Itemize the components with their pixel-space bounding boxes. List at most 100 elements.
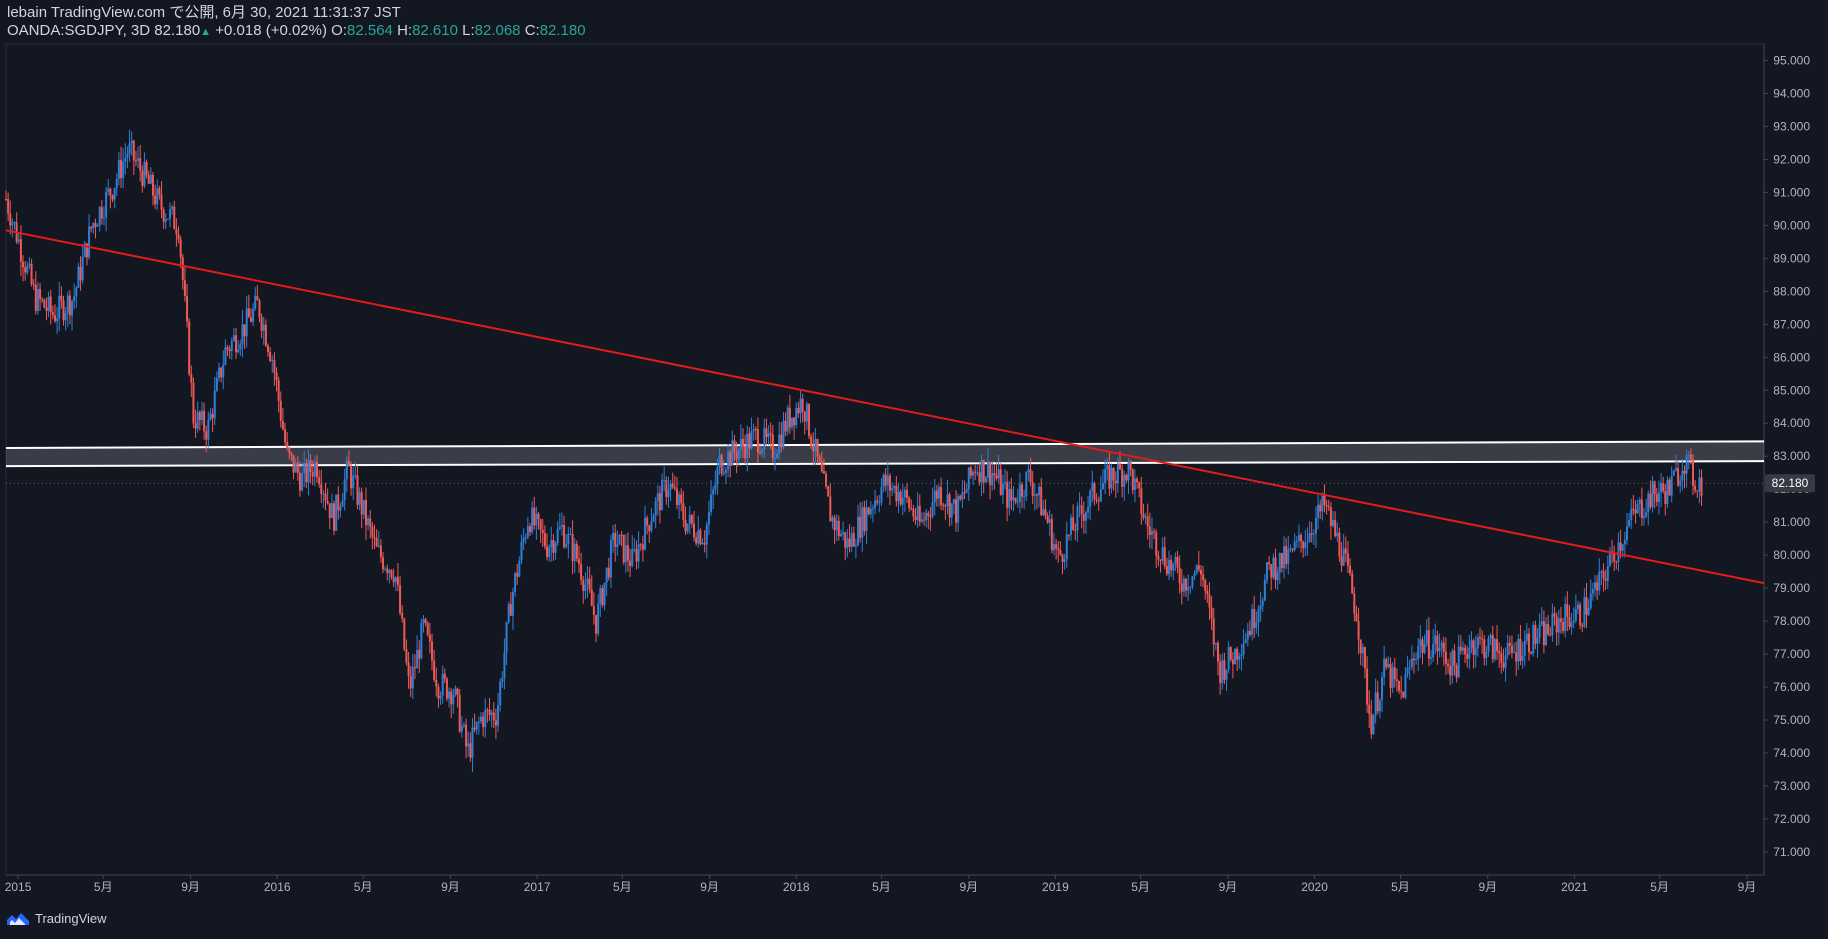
candle-up	[1272, 557, 1275, 578]
candle-down	[494, 720, 497, 726]
tradingview-brand[interactable]: TradingView	[6, 911, 107, 926]
candle-up	[64, 312, 67, 321]
candle-down	[1097, 500, 1100, 502]
candle-up	[1408, 667, 1411, 669]
candle-down	[1159, 559, 1162, 561]
candle-down	[1248, 630, 1251, 635]
candle-down	[175, 229, 178, 235]
candle-down	[1427, 630, 1430, 659]
candle-up	[1434, 635, 1437, 644]
candle-up	[36, 289, 39, 312]
candle-down	[158, 188, 161, 195]
candle-up	[1574, 608, 1577, 621]
candle-down	[1649, 493, 1652, 508]
candle-up	[130, 140, 133, 144]
candle-down	[235, 335, 238, 353]
high-label: H:	[397, 22, 413, 39]
candle-down	[492, 712, 495, 721]
candle-up	[1493, 639, 1496, 660]
candle-down	[1515, 652, 1518, 662]
candle-down	[756, 429, 759, 453]
candle-down	[1549, 634, 1552, 636]
resistance-zone-layer[interactable]	[5, 440, 1765, 468]
candle-up	[933, 490, 936, 503]
candle-up	[1289, 548, 1292, 550]
candle-up	[1244, 639, 1247, 644]
candle-up	[865, 507, 868, 531]
candle-down	[1502, 662, 1505, 668]
candle-up	[200, 410, 203, 421]
candle-down	[759, 452, 762, 454]
candle-up	[1374, 692, 1377, 716]
candle-up	[663, 479, 666, 481]
candle-up	[1679, 480, 1682, 486]
candle-down	[24, 267, 27, 273]
candle-down	[1319, 504, 1322, 512]
candle-down	[379, 545, 382, 558]
candle-down	[369, 518, 372, 527]
candle-up	[1645, 512, 1648, 517]
candle-down	[528, 526, 531, 532]
candle-up	[262, 324, 265, 331]
candle-down	[1498, 651, 1501, 654]
candle-up	[871, 508, 874, 510]
candle-down	[999, 469, 1002, 495]
candle-down	[211, 413, 214, 419]
candle-down	[729, 451, 732, 466]
candle-down	[1208, 594, 1211, 608]
time-tick-label: 9月	[181, 880, 200, 894]
trendline-layer[interactable]	[5, 229, 1765, 585]
candle-up	[1087, 506, 1090, 513]
symbol-interval[interactable]: OANDA:SGDJPY, 3D	[7, 22, 151, 39]
candle-up	[218, 367, 221, 378]
candle-down	[940, 487, 943, 505]
candle-down	[1044, 509, 1047, 516]
candle-down	[1344, 548, 1347, 554]
candle-down	[350, 466, 353, 489]
candle-down	[273, 359, 276, 373]
candle-down	[588, 578, 591, 590]
candle-up	[1001, 483, 1004, 495]
candle-down	[1447, 663, 1450, 666]
candle-up	[1517, 638, 1520, 662]
candle-up	[1293, 541, 1296, 550]
candle-up	[786, 407, 789, 432]
candle-down	[822, 471, 825, 474]
candle-up	[1076, 506, 1079, 531]
candle-down	[249, 317, 252, 322]
candle-up	[1636, 503, 1639, 514]
candle-down	[571, 533, 574, 562]
candle-down	[284, 429, 287, 443]
candle-up	[991, 473, 994, 486]
candle-up	[252, 308, 255, 322]
candle-up	[535, 513, 538, 526]
candle-up	[773, 458, 776, 460]
price-tick-label: 83.000	[1773, 449, 1810, 463]
price-axis[interactable]: 95.000 94.000 93.000 92.000 91.000 90.000 89.0…	[1764, 53, 1810, 859]
candle-up	[343, 479, 346, 501]
candle-up	[1038, 486, 1041, 496]
candle-up	[718, 454, 721, 468]
candle-up	[1591, 589, 1594, 594]
candle-up	[467, 743, 470, 747]
candle-up	[1257, 609, 1260, 623]
candle-down	[693, 523, 696, 538]
candle-up	[1033, 494, 1036, 496]
candle-up	[1419, 639, 1422, 646]
candle-up	[1172, 563, 1175, 571]
candle-up	[1674, 468, 1677, 471]
candle-up	[1451, 650, 1454, 676]
candle-down	[1148, 526, 1151, 536]
candle-down	[1197, 565, 1200, 570]
candle-up	[967, 467, 970, 489]
candle-down	[68, 295, 71, 316]
candle-down	[333, 503, 336, 531]
candle-up	[850, 533, 853, 547]
candle-down	[1491, 635, 1494, 660]
time-axis[interactable]: 2015 5月 9月 2016 5月 9月 2017 5月 9月 2018 5月 9月 2019 5月 9月…	[5, 875, 1757, 894]
candle-down	[145, 162, 148, 176]
candle-up	[805, 404, 808, 422]
candle-down	[132, 140, 135, 161]
candle-up	[335, 494, 338, 531]
